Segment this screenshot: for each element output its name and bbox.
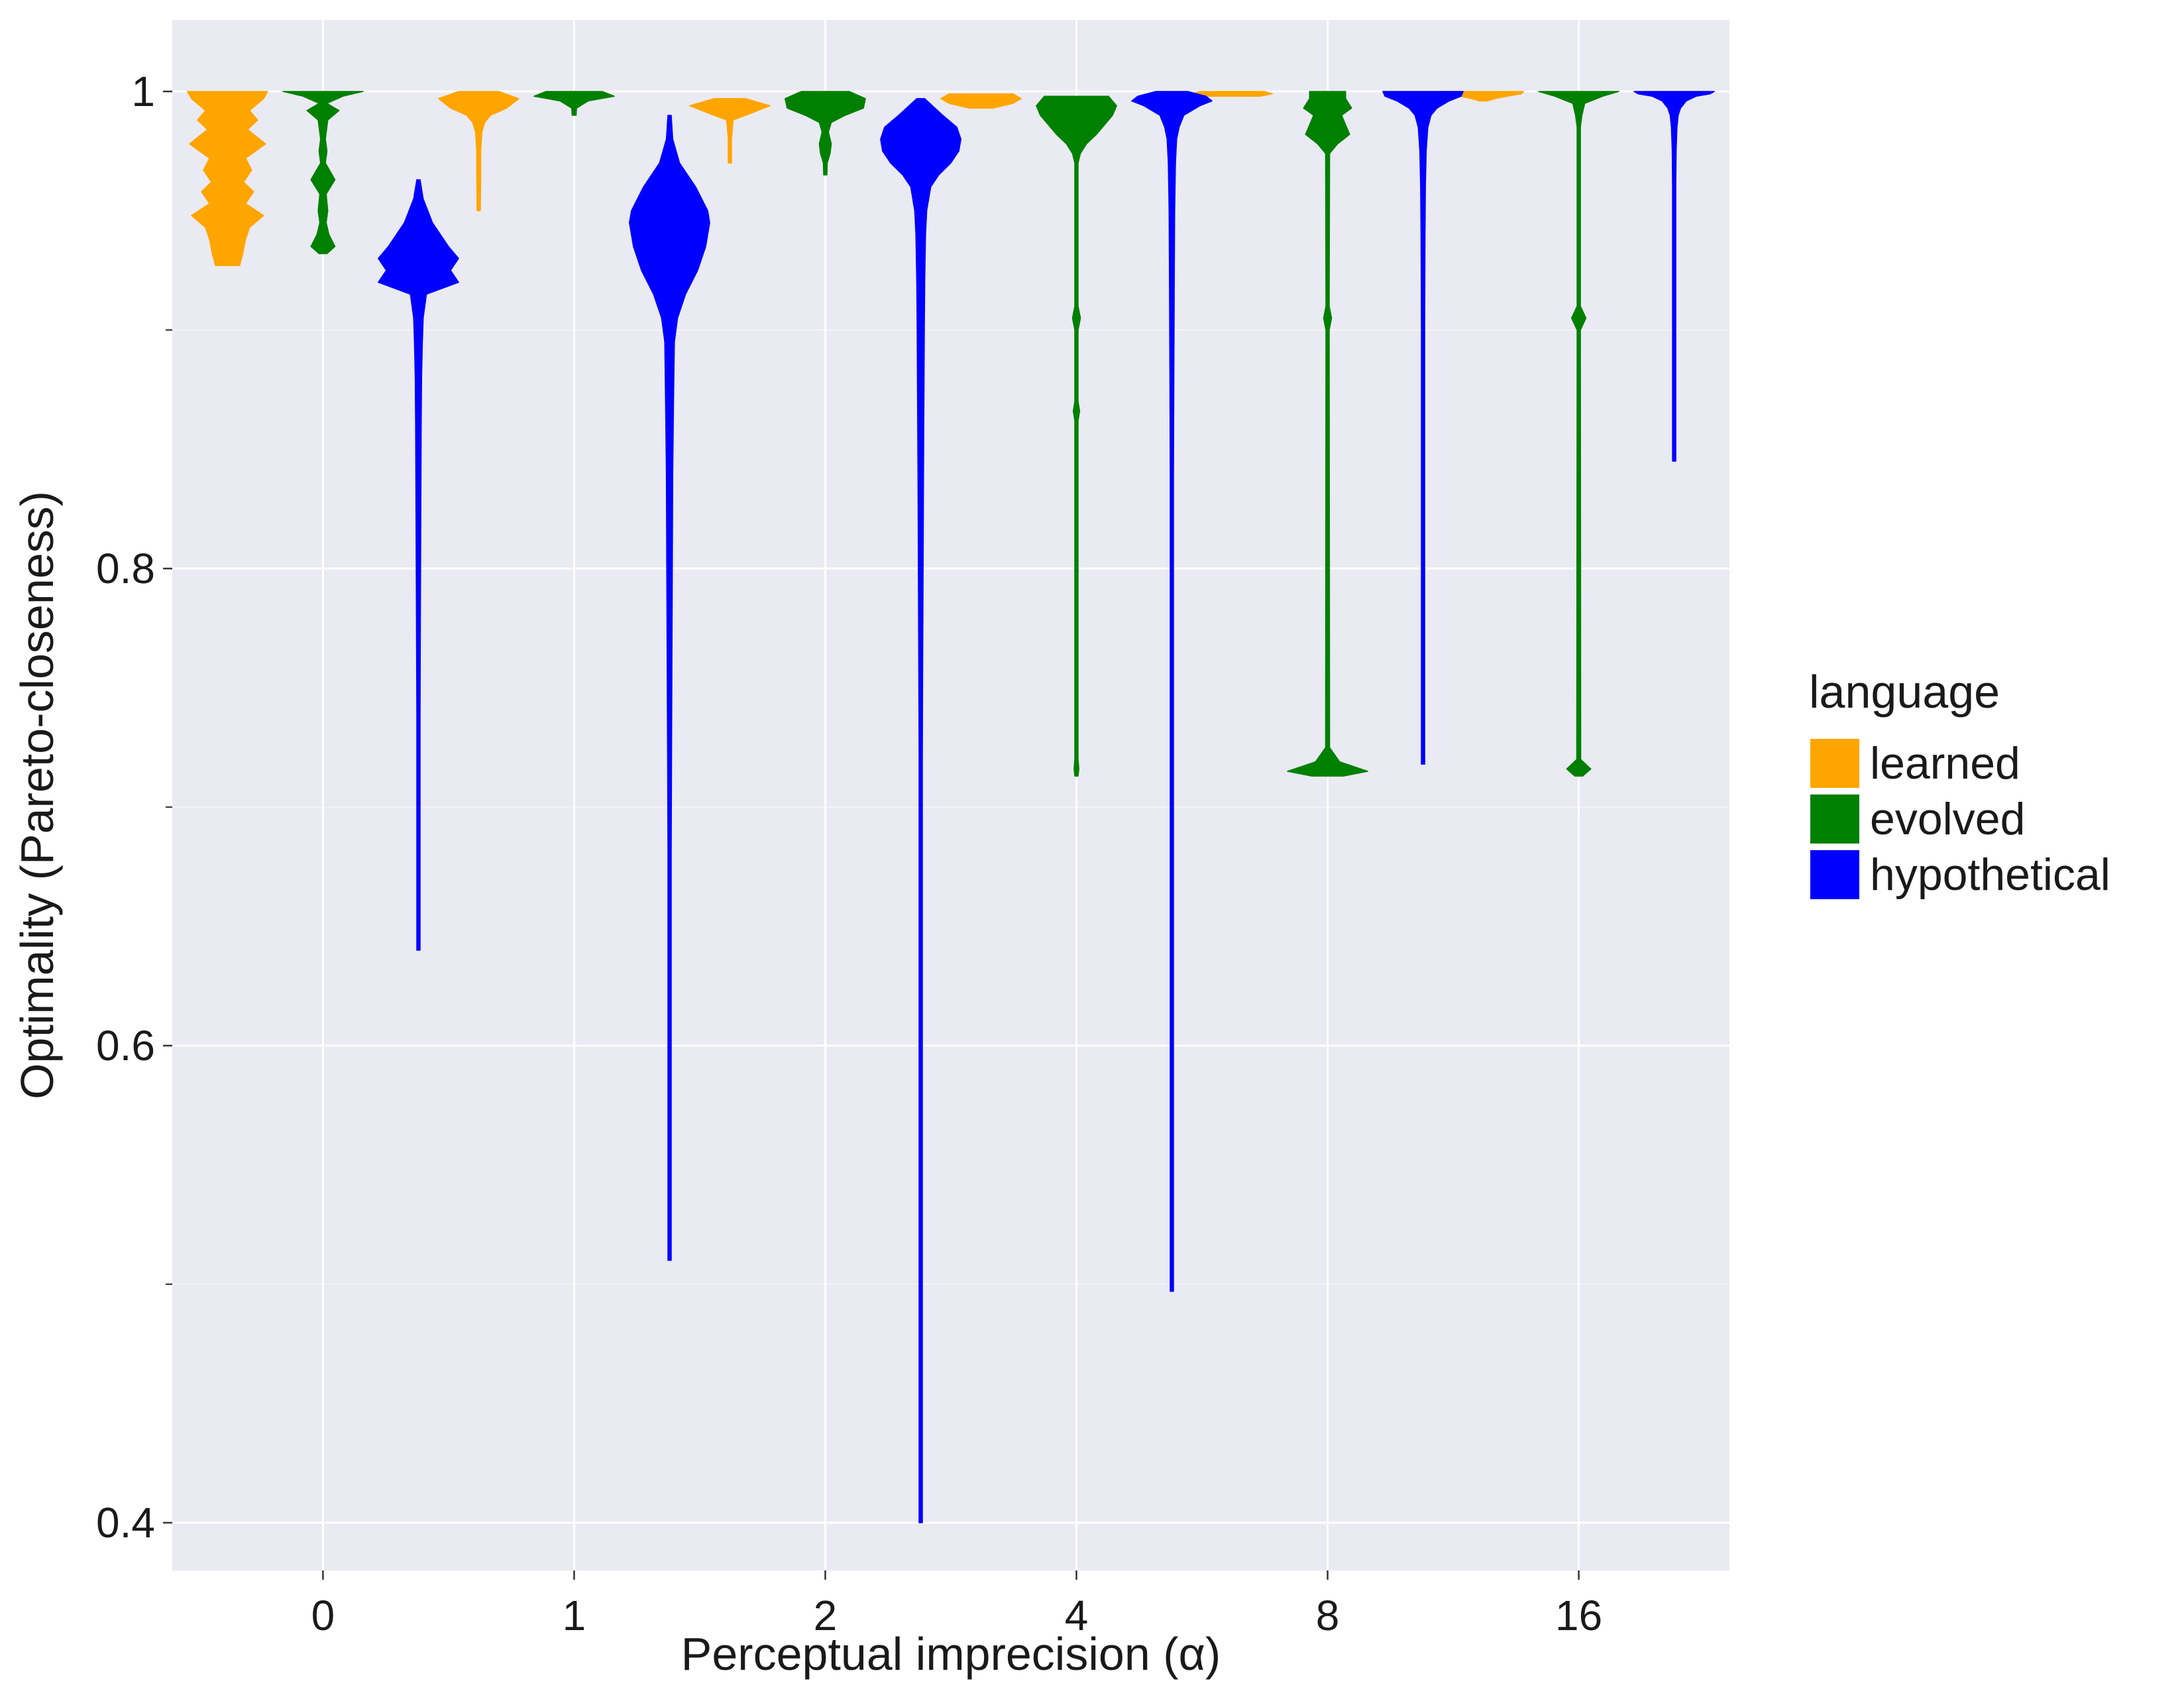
violin-evolved-8 xyxy=(1287,91,1368,777)
x-tick-label: 4 xyxy=(1065,1592,1089,1639)
violin-learned-1 xyxy=(438,91,519,211)
legend-label-hypothetical: hypothetical xyxy=(1870,850,2110,900)
violin-evolved-16 xyxy=(1538,91,1619,777)
y-axis-ticks: 0.4 0.6 0.8 1 xyxy=(96,68,172,1547)
y-tick-label: 0.4 xyxy=(96,1499,155,1547)
violin-learned-2 xyxy=(689,98,771,164)
violin-hypothetical-1 xyxy=(629,115,710,1261)
legend-label-evolved: evolved xyxy=(1870,794,2025,844)
y-tick-label: 0.8 xyxy=(96,545,155,592)
legend-swatch-evolved xyxy=(1810,795,1859,844)
violins xyxy=(186,91,1716,1523)
y-tick-label: 1 xyxy=(131,68,155,115)
legend-label-learned: learned xyxy=(1870,738,2020,789)
x-tick-label: 8 xyxy=(1316,1592,1340,1639)
y-axis-title: Optimality (Pareto-closeness) xyxy=(11,491,63,1099)
violin-learned-0 xyxy=(186,91,268,266)
legend-swatch-hypothetical xyxy=(1810,850,1859,899)
violin-hypothetical-8 xyxy=(1382,91,1464,765)
violin-hypothetical-0 xyxy=(378,179,459,951)
x-tick-label: 0 xyxy=(311,1592,335,1639)
legend-title: language xyxy=(1809,666,2000,718)
violin-evolved-1 xyxy=(533,91,615,116)
x-axis-ticks: 0 1 2 4 8 16 xyxy=(311,1570,1602,1639)
x-tick-label: 2 xyxy=(814,1592,838,1639)
violin-evolved-2 xyxy=(785,91,866,176)
x-tick-label: 1 xyxy=(563,1592,586,1639)
x-tick-label: 16 xyxy=(1555,1592,1602,1639)
violin-evolved-4 xyxy=(1036,95,1117,777)
violin-hypothetical-4 xyxy=(1131,91,1213,1292)
x-axis-title: Perceptual imprecision (α) xyxy=(681,1628,1221,1680)
violin-evolved-0 xyxy=(282,91,364,254)
violin-hypothetical-16 xyxy=(1633,91,1716,462)
violin-hypothetical-2 xyxy=(880,98,961,1523)
violin-learned-4 xyxy=(940,93,1022,109)
violin-learned-8 xyxy=(1191,91,1273,97)
y-tick-label: 0.6 xyxy=(96,1022,155,1069)
legend-swatch-learned xyxy=(1810,739,1859,788)
